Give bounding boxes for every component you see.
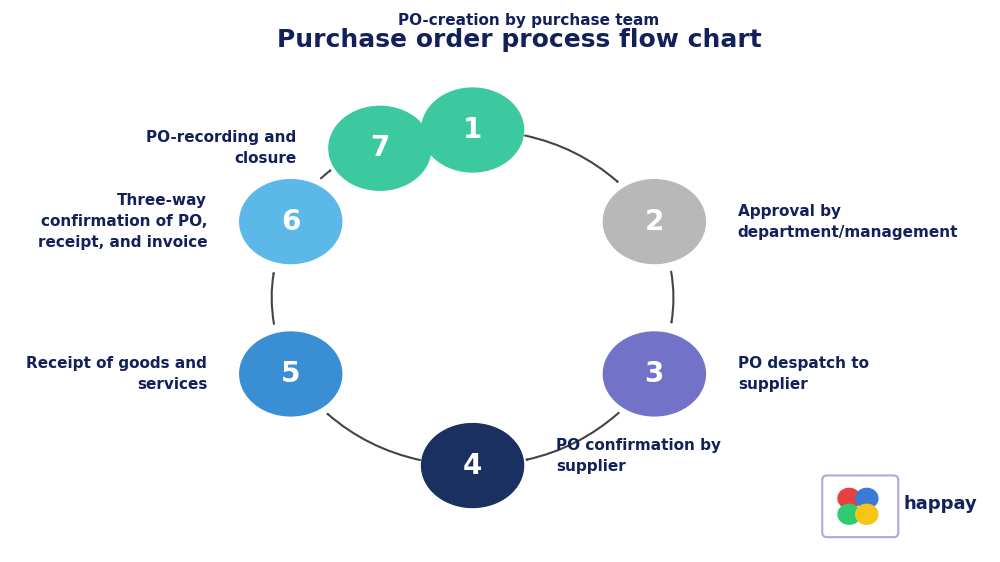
FancyArrowPatch shape — [428, 126, 471, 130]
FancyArrowPatch shape — [525, 135, 617, 182]
Ellipse shape — [240, 180, 342, 264]
Text: PO despatch to
supplier: PO despatch to supplier — [738, 356, 869, 392]
Text: 5: 5 — [281, 360, 300, 388]
Ellipse shape — [603, 180, 705, 264]
Ellipse shape — [422, 88, 524, 172]
Text: Purchase order process flow chart: Purchase order process flow chart — [277, 28, 761, 52]
Ellipse shape — [240, 332, 342, 416]
FancyArrowPatch shape — [328, 414, 420, 460]
Ellipse shape — [856, 504, 878, 524]
FancyArrowPatch shape — [321, 170, 330, 178]
Ellipse shape — [422, 424, 524, 507]
Text: Receipt of goods and
services: Receipt of goods and services — [26, 356, 207, 392]
Ellipse shape — [329, 106, 431, 191]
Text: 7: 7 — [370, 134, 390, 162]
Text: happay: happay — [904, 495, 978, 513]
Text: PO-creation by purchase team: PO-creation by purchase team — [398, 13, 659, 28]
Ellipse shape — [838, 504, 860, 524]
FancyArrowPatch shape — [527, 413, 619, 460]
Text: 3: 3 — [645, 360, 664, 388]
FancyArrowPatch shape — [272, 273, 274, 324]
Text: Three-way
confirmation of PO,
receipt, and invoice: Three-way confirmation of PO, receipt, a… — [38, 193, 207, 250]
Text: 1: 1 — [463, 116, 482, 144]
Text: 6: 6 — [281, 207, 300, 235]
Text: 4: 4 — [463, 451, 482, 479]
Text: PO-recording and
closure: PO-recording and closure — [146, 130, 296, 166]
FancyArrowPatch shape — [671, 271, 673, 322]
FancyBboxPatch shape — [822, 475, 898, 537]
Ellipse shape — [856, 488, 878, 508]
Ellipse shape — [603, 332, 705, 416]
Text: 2: 2 — [645, 207, 664, 235]
Text: Approval by
department/management: Approval by department/management — [738, 203, 958, 239]
Text: PO confirmation by
supplier: PO confirmation by supplier — [556, 438, 721, 474]
Ellipse shape — [838, 488, 860, 508]
